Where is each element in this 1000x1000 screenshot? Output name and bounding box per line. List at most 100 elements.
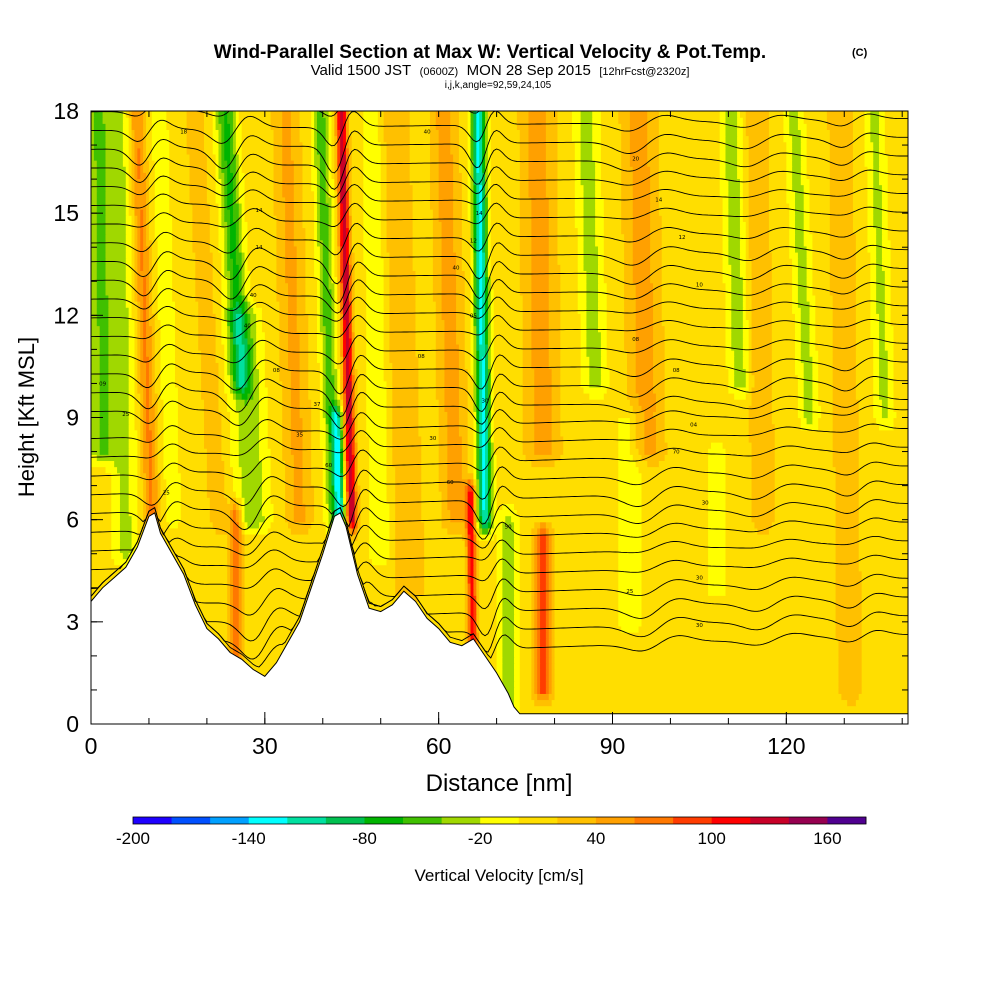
field-cell: [479, 478, 483, 486]
field-cell: [209, 227, 220, 235]
field-cell: [554, 460, 619, 468]
field-cell: [487, 472, 492, 480]
field-cell: [96, 245, 107, 253]
field-cell: [235, 399, 246, 406]
field-cell: [146, 221, 150, 229]
field-cell: [548, 258, 559, 265]
field-cell: [354, 350, 367, 357]
field-cell: [343, 209, 347, 216]
field-cell: [818, 417, 834, 425]
field-cell: [146, 331, 153, 339]
field-cell: [241, 546, 246, 553]
field-cell: [392, 429, 419, 437]
field-cell: [441, 245, 454, 253]
field-cell: [479, 613, 498, 621]
field-cell: [148, 276, 153, 284]
field-cell: [522, 435, 535, 443]
field-cell: [456, 325, 466, 333]
field-cell: [343, 270, 350, 278]
field-cell: [479, 589, 498, 596]
field-cell: [551, 595, 556, 602]
field-cell: [232, 533, 240, 541]
field-cell: [467, 368, 472, 376]
field-cell: [140, 215, 144, 222]
field-cell: [606, 386, 628, 394]
field-cell: [577, 239, 585, 247]
field-cell: [540, 570, 547, 578]
field-cell: [502, 552, 515, 560]
field-cell: [774, 448, 834, 455]
field-cell: [858, 417, 877, 425]
field-cell: [256, 337, 266, 345]
field-cell: [490, 276, 521, 284]
field-cell: [316, 239, 324, 247]
field-cell: [502, 601, 515, 609]
field-cell: [148, 386, 153, 394]
field-cell: [800, 313, 811, 321]
field-cell: [259, 374, 266, 382]
field-cell: [322, 374, 327, 382]
field-cell: [554, 613, 619, 621]
field-cell: [476, 607, 480, 615]
field-cell: [554, 546, 619, 553]
field-cell: [238, 619, 243, 627]
field-cell: [545, 632, 550, 639]
field-cell: [548, 233, 559, 241]
field-cell: [250, 350, 254, 357]
field-cell: [432, 294, 443, 302]
field-cell: [618, 576, 643, 584]
field-cell: [227, 625, 231, 633]
field-cell: [887, 362, 895, 370]
field-cell: [418, 429, 440, 437]
field-cell: [224, 270, 231, 278]
field-cell: [143, 497, 147, 504]
field-cell: [479, 282, 483, 290]
field-cell: [493, 411, 524, 419]
field-cell: [247, 221, 278, 229]
field-cell: [221, 442, 231, 449]
field-cell: [487, 301, 492, 308]
field-cell: [519, 662, 532, 670]
field-cell: [302, 460, 312, 468]
field-cell: [337, 325, 341, 333]
field-cell: [91, 307, 98, 314]
field-cell: [238, 270, 243, 278]
field-cell: [340, 337, 344, 345]
field-cell: [360, 503, 370, 511]
field-cell: [241, 656, 246, 664]
field-cell: [343, 258, 347, 265]
field-cell: [650, 221, 663, 229]
field-cell: [415, 294, 434, 302]
field-cell: [151, 331, 156, 339]
field-cell: [551, 429, 561, 437]
field-cell: [261, 307, 280, 314]
field-cell: [522, 411, 535, 419]
field-cell: [227, 288, 231, 296]
field-cell: [560, 399, 631, 406]
field-cell: [230, 552, 234, 560]
field-cell: [598, 270, 605, 278]
field-cell: [235, 509, 240, 517]
field-cell: [119, 521, 133, 529]
field-cell: [725, 589, 837, 596]
field-cell: [331, 491, 335, 498]
field-cell: [325, 423, 330, 431]
field-cell: [476, 521, 480, 529]
field-cell: [134, 251, 138, 259]
field-cell: [241, 509, 246, 517]
field-cell: [134, 405, 141, 412]
field-cell: [337, 399, 341, 406]
field-cell: [467, 540, 472, 547]
field-cell: [386, 472, 396, 480]
field-cell: [603, 239, 625, 247]
field-cell: [444, 343, 460, 351]
field-cell: [479, 491, 483, 498]
field-cell: [583, 386, 608, 394]
field-cell: [241, 533, 246, 541]
field-cell: [879, 313, 886, 321]
field-cell: [722, 221, 729, 229]
field-cell: [485, 227, 489, 235]
field-cell: [809, 337, 816, 345]
field-cell: [534, 442, 553, 449]
field-cell: [797, 270, 808, 278]
